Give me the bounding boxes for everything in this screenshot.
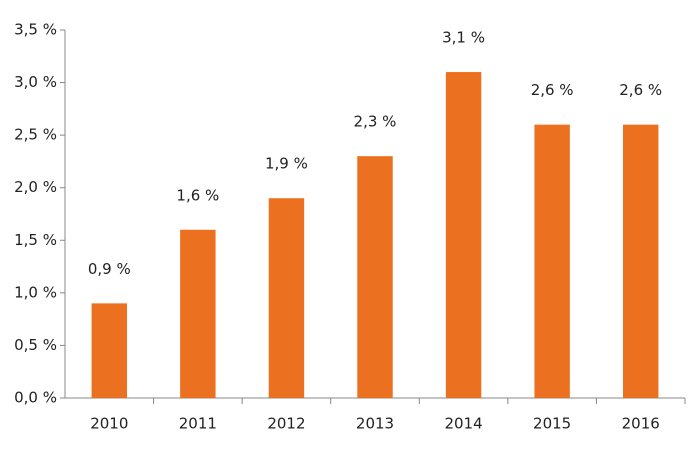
y-tick-label: 2,5 % <box>14 126 57 144</box>
value-label: 0,9 % <box>88 260 131 278</box>
x-tick-label: 2010 <box>90 415 128 433</box>
bar <box>180 229 216 398</box>
value-label: 1,9 % <box>265 155 308 173</box>
y-tick-label: 0,5 % <box>14 336 57 354</box>
y-tick-label: 1,0 % <box>14 283 57 301</box>
value-label: 3,1 % <box>442 29 485 47</box>
value-label: 2,6 % <box>619 81 662 99</box>
x-tick-label: 2016 <box>622 415 660 433</box>
x-tick-label: 2013 <box>356 415 394 433</box>
x-tick-label: 2015 <box>533 415 571 433</box>
bar <box>445 72 482 399</box>
x-tick-label: 2014 <box>444 415 482 433</box>
bar <box>268 198 305 398</box>
y-tick-label: 0,0 % <box>14 389 57 407</box>
y-tick-label: 2,0 % <box>14 178 57 196</box>
y-tick-label: 3,0 % <box>14 73 57 91</box>
bar <box>357 156 393 398</box>
value-label: 2,6 % <box>531 81 574 99</box>
y-tick-label: 3,5 % <box>14 21 57 39</box>
y-tick-label: 1,5 % <box>14 231 57 249</box>
bar <box>623 124 659 398</box>
value-label: 1,6 % <box>176 186 219 204</box>
bar <box>534 124 570 398</box>
bar <box>91 303 127 398</box>
x-tick-label: 2012 <box>267 415 305 433</box>
x-tick-label: 2011 <box>179 415 217 433</box>
value-label: 2,3 % <box>354 113 397 131</box>
